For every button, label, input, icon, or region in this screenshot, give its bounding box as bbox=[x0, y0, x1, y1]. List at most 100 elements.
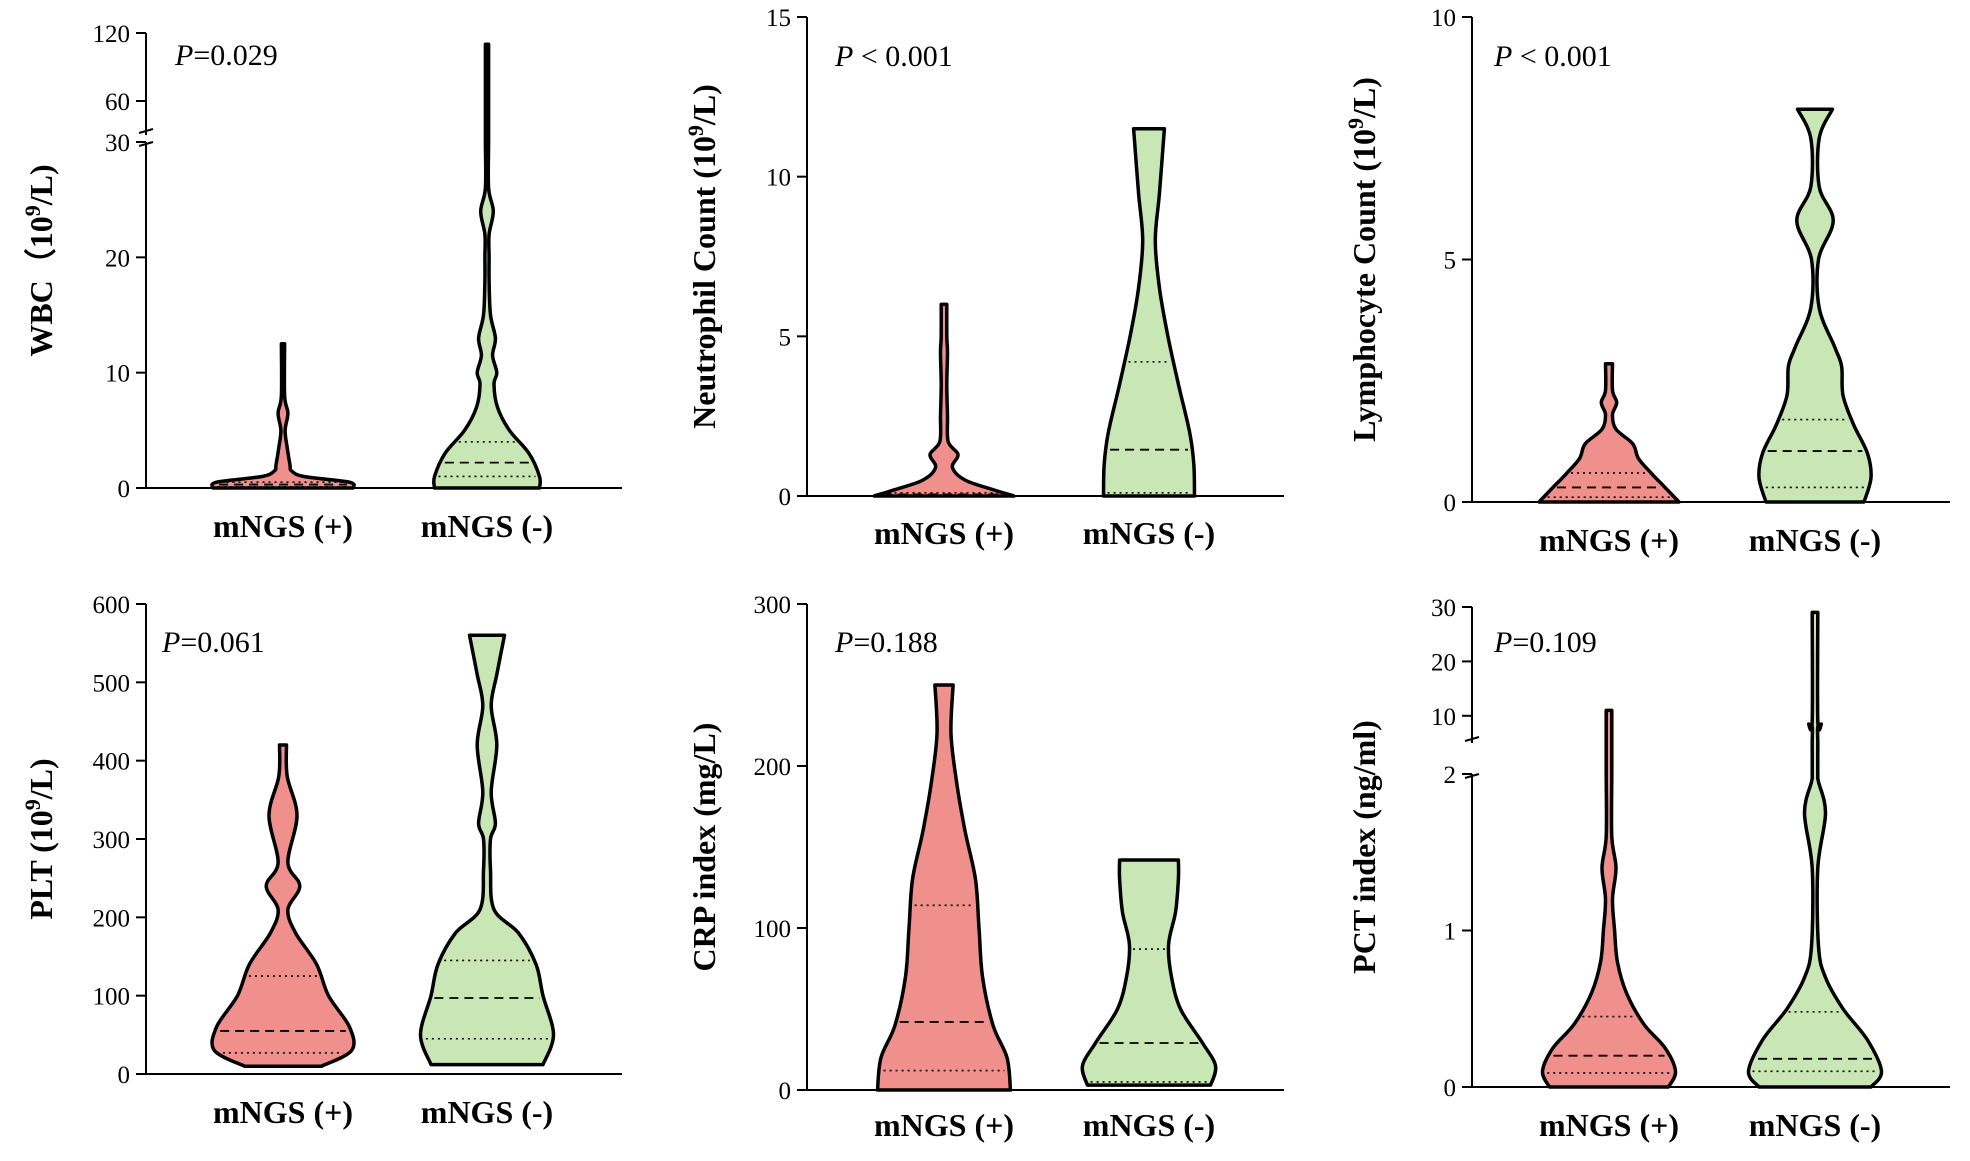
y-tick-label: 20 bbox=[1431, 649, 1456, 676]
axis-break-mark bbox=[1464, 773, 1480, 779]
p-value-symbol: P bbox=[834, 626, 853, 659]
p-value-text: =0.188 bbox=[853, 626, 937, 659]
y-axis-title-text: Lymphocyte Count (10 bbox=[1346, 129, 1382, 442]
violin-body bbox=[432, 42, 543, 490]
chart-panel: 0 100 200 300 400 500 600 PLT (109/L) P=0.061 mNG… bbox=[20, 592, 622, 1130]
y-tick-label: 300 bbox=[754, 592, 792, 619]
violin-body bbox=[210, 743, 356, 1068]
p-value-text: =0.061 bbox=[180, 626, 264, 659]
axis-break-mark bbox=[1464, 736, 1480, 742]
violin-body bbox=[1757, 107, 1873, 504]
x-category-label: mNGS (-) bbox=[1749, 1107, 1881, 1143]
y-axis-title: PLT (109/L) bbox=[20, 758, 59, 919]
y-tick-label: 5 bbox=[779, 324, 792, 351]
x-category-label: mNGS (+) bbox=[213, 508, 353, 544]
p-value-symbol: P bbox=[1493, 626, 1512, 659]
p-value-symbol: P bbox=[834, 40, 853, 73]
y-tick-label: 0 bbox=[779, 1078, 792, 1105]
y-axis-title-superscript: 9 bbox=[1343, 118, 1368, 129]
chart-panel: 0 100 200 300 CRP index (mg/L) P=0.188 mNGS (+… bbox=[686, 592, 1284, 1143]
y-tick-label: 0 bbox=[779, 484, 792, 511]
y-axis-title: WBC（109/L) bbox=[20, 164, 59, 356]
x-category-label: mNGS (+) bbox=[1539, 1107, 1679, 1143]
y-axis-title-unit: /L) bbox=[23, 758, 59, 800]
x-category-label: mNGS (-) bbox=[421, 1094, 553, 1130]
y-tick-label: 2 bbox=[1444, 762, 1457, 789]
chart-panel: 0 5 10 15 Neutrophil Count (109/L) P < 0.001 m… bbox=[683, 5, 1284, 551]
y-tick-label: 10 bbox=[1431, 5, 1456, 32]
y-axis-title: Neutrophil Count (109/L) bbox=[683, 84, 722, 429]
y-tick-label: 60 bbox=[105, 89, 130, 116]
violin-body bbox=[210, 342, 356, 490]
y-tick-label: 500 bbox=[93, 670, 131, 697]
p-value-annotation: P=0.109 bbox=[1493, 626, 1597, 659]
y-axis-title-superscript: 9 bbox=[683, 125, 708, 136]
y-tick-label: 300 bbox=[93, 827, 131, 854]
y-axis-title-text: WBC（10 bbox=[23, 216, 59, 356]
y-tick-label: 1 bbox=[1444, 919, 1457, 946]
x-category-label: mNGS (+) bbox=[874, 1107, 1014, 1143]
y-tick-label: 10 bbox=[1431, 704, 1456, 731]
y-axis-title-superscript: 9 bbox=[20, 799, 45, 810]
y-axis-title-text: CRP index (mg/L) bbox=[686, 723, 722, 972]
y-tick-label: 100 bbox=[754, 916, 792, 943]
axis-break-mark bbox=[138, 141, 154, 147]
y-axis-title: CRP index (mg/L) bbox=[686, 723, 722, 972]
p-value-annotation: P < 0.001 bbox=[1493, 40, 1612, 73]
x-category-label: mNGS (-) bbox=[421, 508, 553, 544]
p-value-symbol: P bbox=[1493, 40, 1512, 73]
x-category-label: mNGS (-) bbox=[1749, 522, 1881, 558]
y-tick-label: 120 bbox=[93, 21, 131, 48]
p-value-text: < 0.001 bbox=[1512, 40, 1611, 73]
y-tick-label: 200 bbox=[754, 754, 792, 781]
y-axis-title-text: PCT index (ng/ml) bbox=[1346, 720, 1382, 974]
y-axis-title-text: PLT (10 bbox=[23, 810, 59, 919]
y-tick-label: 5 bbox=[1444, 248, 1457, 275]
y-axis-title-unit: /L) bbox=[23, 164, 59, 206]
axis-break-mark bbox=[138, 128, 154, 134]
y-tick-label: 0 bbox=[118, 1062, 131, 1089]
y-axis-title-unit: /L) bbox=[686, 84, 722, 126]
y-tick-label: 0 bbox=[1444, 490, 1457, 517]
y-axis-title: Lymphocyte Count (109/L) bbox=[1343, 77, 1382, 442]
chart-panel: 0 5 10 Lymphocyte Count (109/L) P < 0.001 mNG… bbox=[1343, 5, 1950, 558]
violin-body bbox=[1537, 362, 1681, 504]
y-tick-label: 20 bbox=[105, 245, 130, 272]
x-category-label: mNGS (-) bbox=[1083, 515, 1215, 551]
y-axis-title-unit: /L) bbox=[1346, 77, 1382, 119]
x-category-label: mNGS (+) bbox=[213, 1094, 353, 1130]
p-value-text: =0.109 bbox=[1512, 626, 1596, 659]
y-tick-label: 30 bbox=[105, 130, 130, 157]
x-category-label: mNGS (-) bbox=[1083, 1107, 1215, 1143]
violin-body bbox=[1540, 708, 1678, 1089]
y-tick-label: 30 bbox=[1431, 595, 1456, 622]
y-tick-label: 0 bbox=[1444, 1075, 1457, 1102]
violin-body bbox=[418, 633, 556, 1067]
violin-body bbox=[875, 683, 1013, 1092]
p-value-annotation: P=0.188 bbox=[834, 626, 938, 659]
p-value-symbol: P bbox=[161, 626, 180, 659]
y-axis-title-superscript: 9 bbox=[20, 205, 45, 216]
violin-body bbox=[1080, 858, 1218, 1087]
y-tick-label: 0 bbox=[118, 476, 131, 503]
p-value-symbol: P bbox=[174, 39, 193, 72]
chart-panel: 0 1 2 10 20 30 PCT index (ng/ml) P=0.109 mNGS (+… bbox=[1346, 595, 1950, 1143]
y-tick-label: 10 bbox=[766, 165, 791, 192]
y-tick-label: 600 bbox=[93, 592, 131, 619]
chart-panel: 0 10 20 30 60 120 WBC（109/L) P=0.029 mNGS (+) mNG… bbox=[20, 21, 622, 544]
y-tick-label: 10 bbox=[105, 361, 130, 388]
y-tick-label: 100 bbox=[93, 984, 131, 1011]
y-axis-title: PCT index (ng/ml) bbox=[1346, 720, 1382, 974]
x-category-label: mNGS (+) bbox=[874, 515, 1014, 551]
p-value-text: =0.029 bbox=[193, 39, 277, 72]
x-category-label: mNGS (+) bbox=[1539, 522, 1679, 558]
violin-body bbox=[1746, 610, 1884, 1089]
y-axis-title-text: Neutrophil Count (10 bbox=[686, 136, 722, 429]
y-tick-label: 200 bbox=[93, 905, 131, 932]
violin-body bbox=[1101, 127, 1197, 498]
y-tick-label: 400 bbox=[93, 749, 131, 776]
p-value-annotation: P=0.029 bbox=[174, 39, 278, 72]
p-value-text: < 0.001 bbox=[853, 40, 952, 73]
p-value-annotation: P < 0.001 bbox=[834, 40, 953, 73]
